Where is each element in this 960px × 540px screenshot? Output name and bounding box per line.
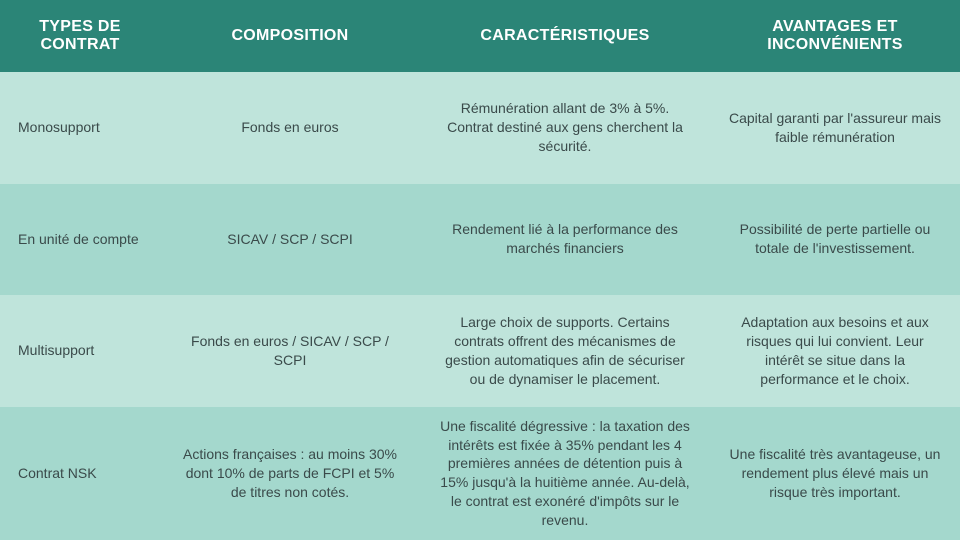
cell-composition: Actions françaises : au moins 30% dont 1… [160,407,420,540]
cell-composition: SICAV / SCP / SCPI [160,184,420,296]
table-row: Contrat NSK Actions françaises : au moin… [0,407,960,540]
cell-composition: Fonds en euros / SICAV / SCP / SCPI [160,295,420,407]
cell-avantages: Possibilité de perte partielle ou totale… [710,184,960,296]
cell-type: Contrat NSK [0,407,160,540]
cell-caracteristiques: Large choix de supports. Certains contra… [420,295,710,407]
header-composition: COMPOSITION [160,0,420,72]
header-types: TYPES DE CONTRAT [0,0,160,72]
cell-caracteristiques: Une fiscalité dégressive : la taxation d… [420,407,710,540]
contract-types-table: TYPES DE CONTRAT COMPOSITION CARACTÉRIST… [0,0,960,540]
cell-type: Monosupport [0,72,160,184]
table-row: Monosupport Fonds en euros Rémunération … [0,72,960,184]
header-caracteristiques: CARACTÉRISTIQUES [420,0,710,72]
table-row: En unité de compte SICAV / SCP / SCPI Re… [0,184,960,296]
cell-type: Multisupport [0,295,160,407]
cell-caracteristiques: Rémunération allant de 3% à 5%. Contrat … [420,72,710,184]
cell-type: En unité de compte [0,184,160,296]
table-row: Multisupport Fonds en euros / SICAV / SC… [0,295,960,407]
cell-composition: Fonds en euros [160,72,420,184]
cell-caracteristiques: Rendement lié à la performance des march… [420,184,710,296]
cell-avantages: Une fiscalité très avantageuse, un rende… [710,407,960,540]
table-header-row: TYPES DE CONTRAT COMPOSITION CARACTÉRIST… [0,0,960,72]
cell-avantages: Capital garanti par l'assureur mais faib… [710,72,960,184]
header-avantages: AVANTAGES ET INCONVÉNIENTS [710,0,960,72]
cell-avantages: Adaptation aux besoins et aux risques qu… [710,295,960,407]
